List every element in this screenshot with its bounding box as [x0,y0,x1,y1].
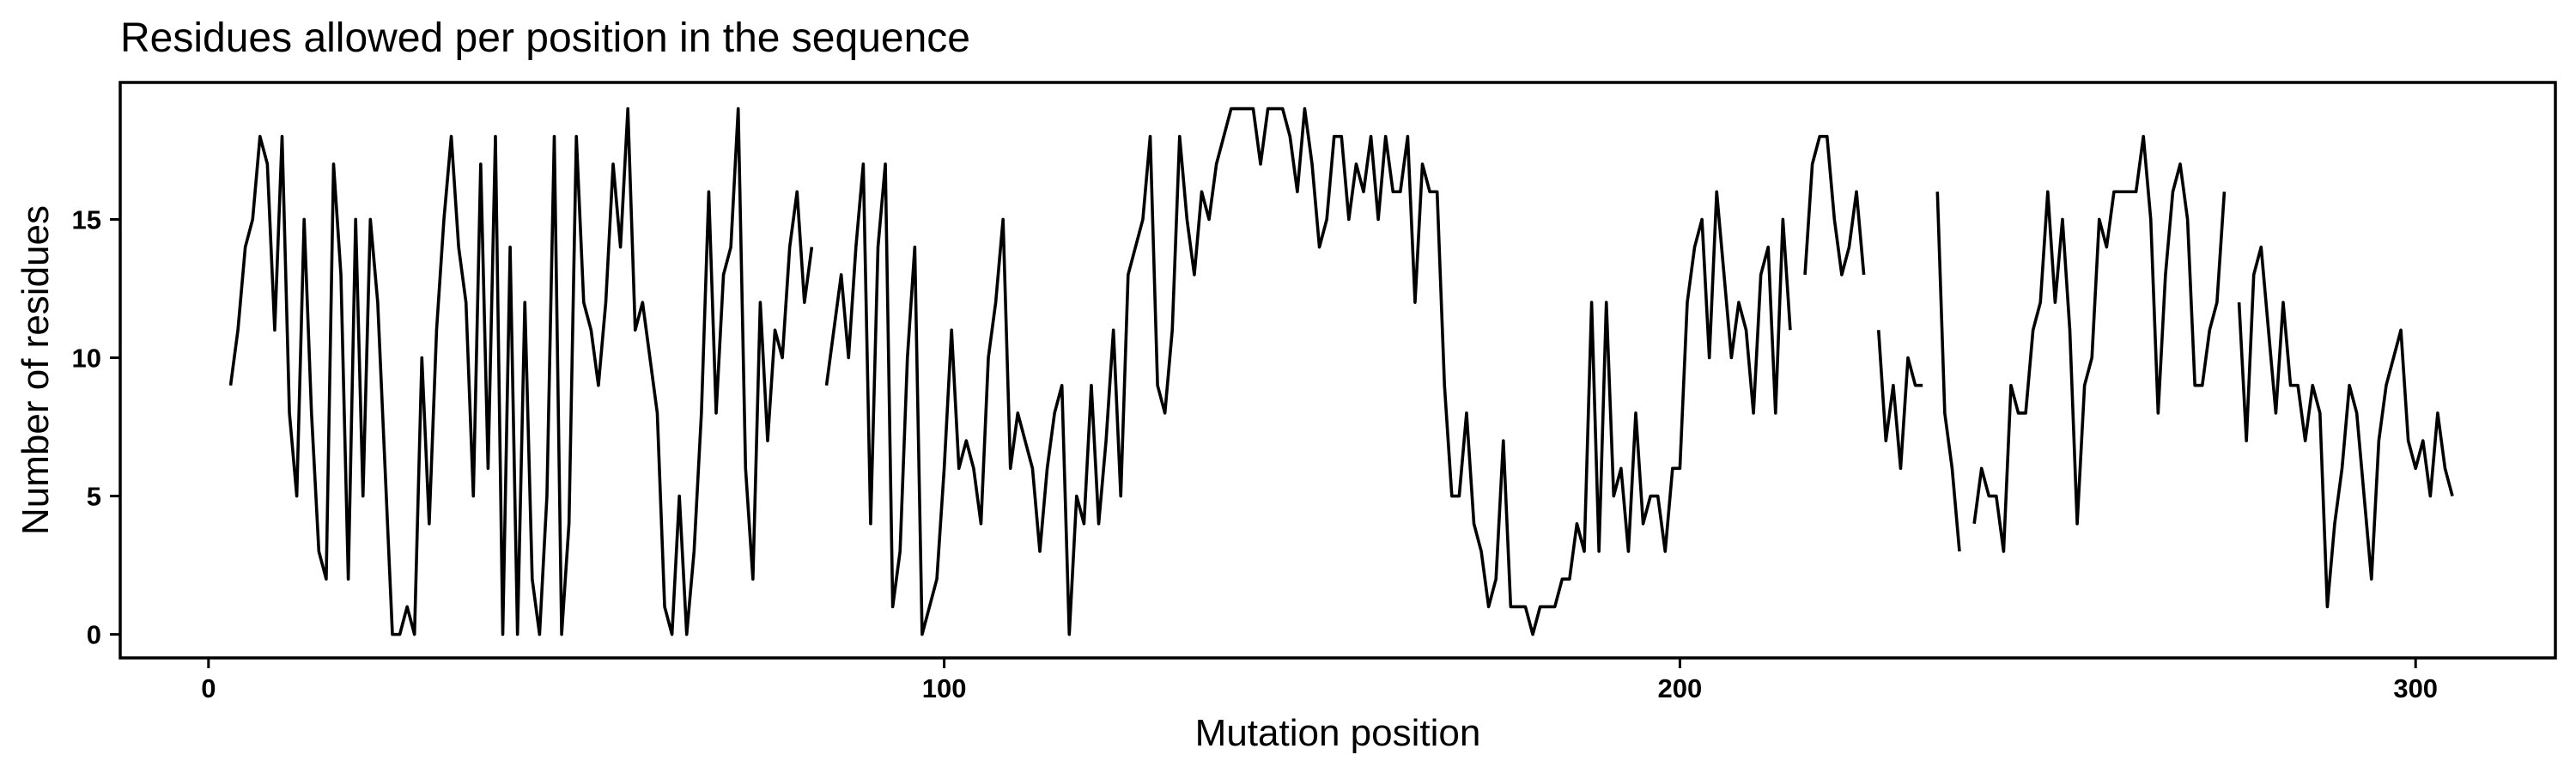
x-tick-label: 0 [201,673,216,703]
x-axis-label: Mutation position [1195,712,1481,754]
plot-area [118,81,2557,660]
x-tick-label: 300 [2393,673,2438,703]
y-tick-label: 15 [72,204,101,234]
y-axis: 0 5 10 15 [72,204,120,650]
chart-title: Residues allowed per position in the seq… [120,15,970,61]
series-line-1 [228,107,2454,636]
y-axis-label: Number of residues [15,205,57,535]
y-tick-label: 5 [87,482,101,512]
y-tick-label: 10 [72,344,101,374]
y-tick-label: 0 [87,620,101,650]
x-tick-label: 200 [1658,673,1703,703]
x-axis: 0 100 200 300 [201,658,2438,703]
plot-frame [118,81,2557,660]
x-tick-label: 100 [922,673,967,703]
